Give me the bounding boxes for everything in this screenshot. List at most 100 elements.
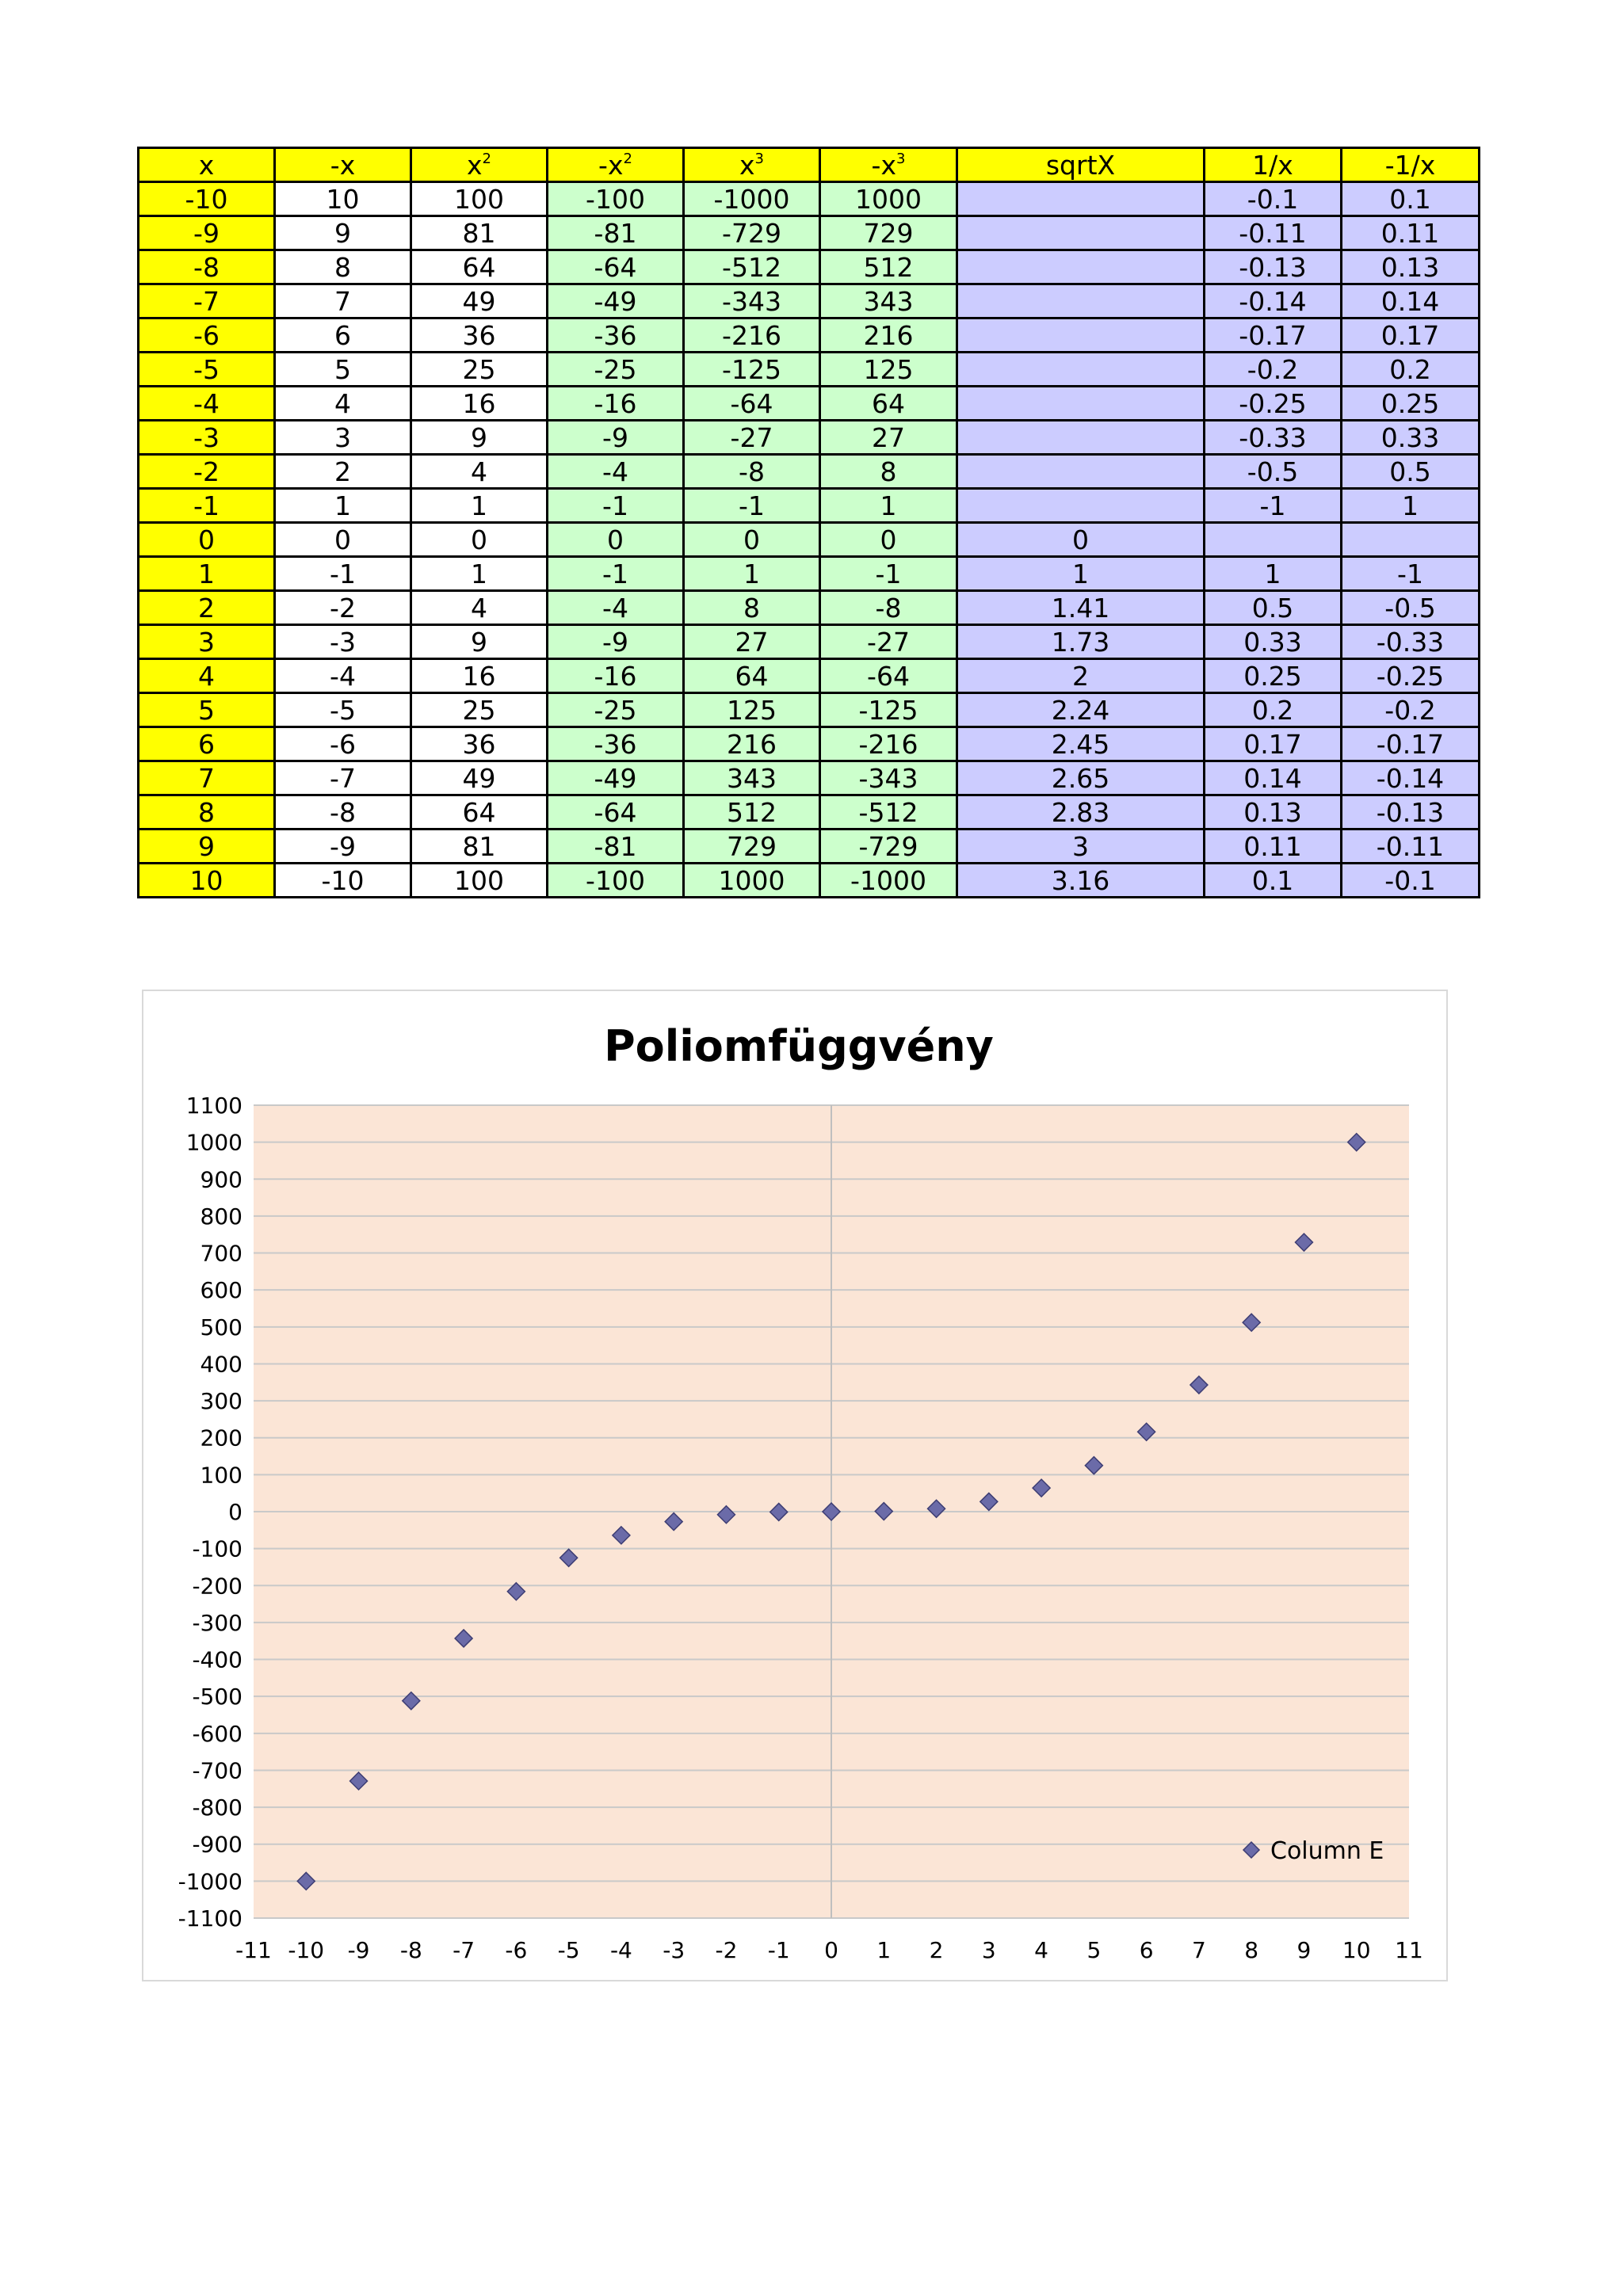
table-cell: 0.11: [1340, 215, 1480, 251]
table-cell: 0.13: [1340, 249, 1480, 285]
table-cell: -0.33: [1340, 624, 1480, 660]
table-cell: 2.24: [956, 692, 1205, 728]
table-cell: [1203, 521, 1342, 558]
table-cell: 10: [273, 181, 412, 217]
y-tick-label: -1000: [178, 1868, 242, 1894]
table-cell: -7: [273, 760, 412, 796]
table-cell: 64: [410, 794, 548, 830]
table-row: 9 -9 81 -81 729 -729 3 0.11 -0.11: [137, 828, 1480, 864]
table-cell: 216: [682, 726, 821, 762]
table-row: 2 -2 4 -4 8 -8 1.41 0.5 -0.5: [137, 589, 1480, 626]
x-tick-label: 4: [1034, 1937, 1048, 1963]
table-cell: -343: [819, 760, 958, 796]
x-tick-label: 7: [1192, 1937, 1206, 1963]
x-tick-label: -11: [235, 1937, 272, 1963]
table-cell: 1: [410, 555, 548, 592]
table-cell: -1: [1203, 487, 1342, 524]
table-cell: 0.33: [1340, 419, 1480, 456]
table-cell: 10: [137, 862, 276, 898]
table-cell: 0.14: [1203, 760, 1342, 796]
table-cell: 36: [410, 726, 548, 762]
table-row: 1 -1 1 -1 1 -1 1 1 -1: [137, 555, 1480, 592]
data-point: [349, 1771, 369, 1791]
table-header-row: x -x x2 -x2 x3 -x3 sqrtX 1/x -1/x: [137, 147, 1480, 183]
y-tick-label: 1000: [186, 1130, 242, 1156]
data-point: [296, 1871, 316, 1891]
table-cell: 3: [137, 624, 276, 660]
table-cell: -49: [546, 760, 685, 796]
table-cell: 1000: [682, 862, 821, 898]
table-cell: 0: [273, 521, 412, 558]
table-cell: [956, 385, 1205, 421]
table-cell: -8: [682, 453, 821, 490]
table-cell: -9: [273, 828, 412, 864]
table-cell: 8: [137, 794, 276, 830]
table-cell: -5: [273, 692, 412, 728]
table-cell: -27: [819, 624, 958, 660]
data-point: [926, 1499, 946, 1519]
column-header-label: -x: [330, 149, 356, 181]
table-cell: -10: [273, 862, 412, 898]
table-cell: [956, 249, 1205, 285]
x-tick-label: 2: [930, 1937, 944, 1963]
y-tick-label: 500: [200, 1314, 242, 1341]
table-cell: -0.25: [1340, 658, 1480, 694]
x-tick-label: -4: [610, 1937, 632, 1963]
table-cell: 5: [273, 351, 412, 387]
table-cell: -8: [273, 794, 412, 830]
table-cell: -9: [546, 419, 685, 456]
table-cell: 0.25: [1203, 658, 1342, 694]
table-cell: 0.13: [1203, 794, 1342, 830]
table-cell: 2: [273, 453, 412, 490]
table-cell: 0.1: [1203, 862, 1342, 898]
x-tick-label: 9: [1297, 1937, 1312, 1963]
table-cell: [956, 181, 1205, 217]
table-cell: [956, 419, 1205, 456]
table-cell: 7: [273, 283, 412, 319]
table-cell: -3: [137, 419, 276, 456]
table-cell: -4: [546, 589, 685, 626]
table-cell: -5: [137, 351, 276, 387]
column-header: -1/x: [1340, 147, 1480, 183]
table-cell: -2: [273, 589, 412, 626]
table-cell: 1: [273, 487, 412, 524]
table-cell: 343: [682, 760, 821, 796]
table-cell: 7: [137, 760, 276, 796]
table-cell: 0: [546, 521, 685, 558]
table-cell: -4: [137, 385, 276, 421]
table-cell: -16: [546, 658, 685, 694]
data-point: [1136, 1422, 1156, 1442]
column-header: -x2: [546, 147, 685, 183]
table-cell: 0.17: [1203, 726, 1342, 762]
chart-title: Poliomfüggvény: [604, 1021, 994, 1071]
table-row: -2 2 4 -4 -8 8 -0.5 0.5: [137, 453, 1480, 490]
table-cell: [956, 351, 1205, 387]
y-tick-label: -900: [192, 1832, 242, 1858]
table-cell: 0: [956, 521, 1205, 558]
y-tick-label: -600: [192, 1721, 242, 1747]
table-cell: 36: [410, 317, 548, 353]
table-cell: 81: [410, 828, 548, 864]
table-row: 8 -8 64 -64 512 -512 2.83 0.13 -0.13: [137, 794, 1480, 830]
table-cell: -4: [546, 453, 685, 490]
column-header: -x3: [819, 147, 958, 183]
data-point: [1346, 1132, 1366, 1152]
table-cell: -64: [546, 249, 685, 285]
data-point: [716, 1505, 736, 1524]
table-row: 7 -7 49 -49 343 -343 2.65 0.14 -0.14: [137, 760, 1480, 796]
table-cell: 8: [682, 589, 821, 626]
table-row: -9 9 81 -81 -729 729 -0.11 0.11: [137, 215, 1480, 251]
table-cell: -0.33: [1203, 419, 1342, 456]
table-cell: -16: [546, 385, 685, 421]
y-tick-label: 200: [200, 1425, 242, 1451]
table-row: -3 3 9 -9 -27 27 -0.33 0.33: [137, 419, 1480, 456]
table-cell: -0.17: [1203, 317, 1342, 353]
table-cell: 4: [137, 658, 276, 694]
y-tick-label: 1100: [186, 1093, 242, 1119]
column-header-label: x: [739, 149, 755, 181]
table-cell: -0.17: [1340, 726, 1480, 762]
table-cell: -25: [546, 351, 685, 387]
column-header: x: [137, 147, 276, 183]
table-cell: -512: [819, 794, 958, 830]
table-cell: 81: [410, 215, 548, 251]
